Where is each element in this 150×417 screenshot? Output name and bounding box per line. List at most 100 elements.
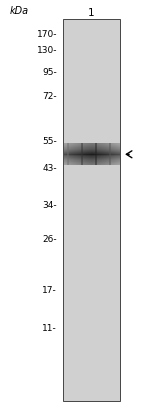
- Bar: [73, 143, 74, 165]
- Bar: [77, 143, 78, 165]
- Bar: [64, 150, 120, 151]
- Bar: [100, 143, 101, 165]
- Bar: [70, 143, 71, 165]
- Bar: [118, 143, 119, 165]
- Bar: [114, 143, 115, 165]
- Bar: [94, 143, 96, 165]
- Text: 72-: 72-: [42, 92, 57, 101]
- Bar: [75, 143, 76, 165]
- Bar: [84, 143, 85, 165]
- Bar: [64, 149, 120, 150]
- Bar: [69, 143, 70, 165]
- Bar: [115, 143, 116, 165]
- Bar: [90, 143, 91, 165]
- Bar: [119, 143, 120, 165]
- Bar: [81, 143, 82, 165]
- Bar: [105, 143, 106, 165]
- Bar: [64, 154, 120, 155]
- Bar: [64, 152, 120, 153]
- Bar: [64, 162, 120, 163]
- Bar: [83, 143, 84, 165]
- Bar: [64, 160, 120, 161]
- Bar: [94, 143, 95, 165]
- Bar: [64, 151, 120, 152]
- Text: 26-: 26-: [42, 235, 57, 244]
- Bar: [88, 143, 89, 165]
- Bar: [72, 143, 73, 165]
- Bar: [65, 143, 66, 165]
- Bar: [64, 147, 120, 148]
- Bar: [64, 158, 120, 159]
- Bar: [79, 143, 80, 165]
- Bar: [64, 161, 120, 162]
- Text: 34-: 34-: [42, 201, 57, 210]
- Bar: [95, 143, 97, 165]
- Bar: [102, 143, 103, 165]
- Bar: [111, 143, 112, 165]
- Bar: [64, 152, 120, 153]
- Text: 43-: 43-: [42, 164, 57, 173]
- Text: 55-: 55-: [42, 137, 57, 146]
- Bar: [64, 163, 120, 164]
- Bar: [64, 159, 120, 160]
- Bar: [80, 143, 81, 165]
- Bar: [64, 155, 120, 156]
- Bar: [110, 143, 111, 165]
- Bar: [110, 143, 111, 165]
- Bar: [107, 143, 108, 165]
- Bar: [64, 143, 120, 144]
- Bar: [64, 163, 120, 164]
- Bar: [64, 164, 120, 165]
- Bar: [64, 154, 120, 155]
- Text: kDa: kDa: [10, 6, 29, 16]
- Bar: [108, 143, 109, 165]
- Bar: [97, 143, 98, 165]
- Bar: [112, 143, 113, 165]
- Bar: [64, 144, 120, 145]
- Text: 170-: 170-: [36, 30, 57, 39]
- Bar: [116, 143, 117, 165]
- Bar: [76, 143, 77, 165]
- Bar: [68, 143, 69, 165]
- Bar: [64, 151, 120, 152]
- Bar: [92, 143, 93, 165]
- Bar: [117, 143, 118, 165]
- Bar: [85, 143, 86, 165]
- Bar: [101, 143, 102, 165]
- Bar: [108, 143, 110, 165]
- Bar: [64, 148, 120, 149]
- Bar: [104, 143, 105, 165]
- Bar: [64, 157, 120, 158]
- Bar: [64, 156, 120, 157]
- Bar: [99, 143, 100, 165]
- Bar: [113, 143, 114, 165]
- Bar: [87, 143, 88, 165]
- Bar: [64, 162, 120, 163]
- Text: 95-: 95-: [42, 68, 57, 77]
- Bar: [86, 143, 87, 165]
- Bar: [81, 143, 82, 165]
- Text: 11-: 11-: [42, 324, 57, 333]
- Bar: [64, 144, 120, 145]
- Bar: [98, 143, 99, 165]
- Bar: [64, 143, 120, 144]
- Text: 130-: 130-: [36, 45, 57, 55]
- Bar: [103, 143, 104, 165]
- Bar: [64, 149, 120, 150]
- Bar: [96, 143, 98, 165]
- Bar: [64, 160, 120, 161]
- Bar: [64, 143, 65, 165]
- Bar: [68, 143, 69, 165]
- Bar: [64, 146, 120, 147]
- Bar: [64, 155, 120, 156]
- Bar: [64, 146, 120, 147]
- Bar: [82, 143, 84, 165]
- Bar: [64, 157, 120, 158]
- Bar: [91, 143, 92, 165]
- Text: 17-: 17-: [42, 286, 57, 295]
- Bar: [63, 19, 120, 401]
- Text: 1: 1: [88, 8, 95, 18]
- Bar: [74, 143, 75, 165]
- Bar: [89, 143, 90, 165]
- Bar: [66, 143, 67, 165]
